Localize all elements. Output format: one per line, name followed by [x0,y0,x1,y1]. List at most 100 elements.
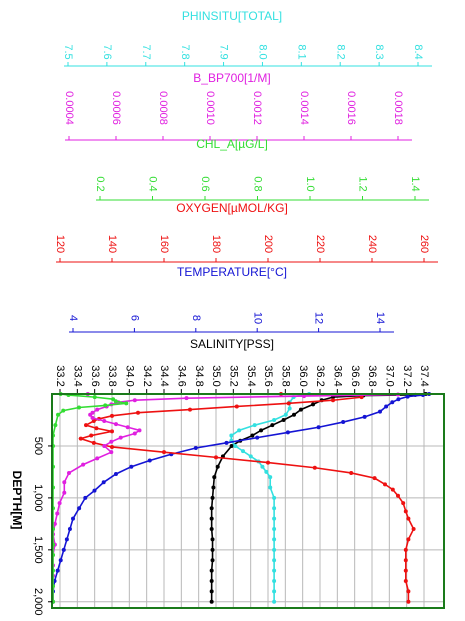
chl-data-point [53,423,58,428]
oxygen-data-point [359,395,364,400]
phinsitu-data-point [272,417,277,422]
temperature-data-point [384,404,389,409]
temperature-data-point [405,394,410,399]
oxygen-data-point [411,527,416,532]
temperature-data-point [224,440,229,445]
bbp700-tick-label: 0.0004 [63,91,75,125]
oxygen-data-point [403,509,408,514]
depth-tick-label: 1,000 [32,484,44,512]
salinity-data-point [210,495,215,500]
oxygen-data-point [396,493,400,498]
phinsitu-tick-label: 7.8 [179,44,191,59]
oxygen-data-point [91,440,96,445]
phinsitu-data-point [237,428,242,433]
bbp700-data-point [52,521,57,526]
bbp700-data-point [109,450,114,455]
chl-tick-label: 0.4 [147,176,159,191]
oxygen-data-point [84,423,88,428]
phinsitu-data-point [268,475,273,480]
temperature-tick-label: 6 [128,315,140,321]
bbp700-data-point [62,480,67,485]
oxygen-data-point [390,487,395,492]
bbp700-data-point [132,398,137,403]
salinity-data-point [298,407,303,412]
oxygen-axis-label: OXYGEN[µMOL/KG] [176,201,288,215]
salinity-tick-label: 35.8 [279,365,291,386]
chl-data-point [92,395,97,400]
temperature-data-point [147,458,152,463]
salinity-tick-label: 36.8 [366,365,378,386]
bbp700-data-point [88,412,93,417]
phinsitu-data-point [272,547,277,552]
salinity-axis-label: SALINITY[PSS] [190,337,274,351]
salinity-tick-label: 36.4 [331,365,343,386]
oxygen-data-point [234,404,239,409]
bbp700-tick-label: 0.0008 [157,91,169,125]
salinity-data-point [209,527,214,532]
temperature-data-point [64,537,69,542]
salinity-data-point [259,428,264,433]
oxygen-data-point [403,568,408,573]
oxygen-data-point [406,516,411,521]
phinsitu-data-point [287,406,292,411]
bbp700-data-point [118,435,123,440]
salinity-tick-label: 33.6 [89,365,101,386]
bbp700-data-point [67,470,71,475]
oxygen-data-point [94,426,99,431]
oxygen-tick-label: 260 [418,235,430,253]
temperature-axis-label: TEMPERATURE[°C] [177,265,287,279]
oxygen-tick-label: 140 [106,235,118,253]
depth-tick-label: 2,000 [32,588,44,616]
depth-tick-label: 500 [32,437,44,455]
temperature-data-point [58,558,63,563]
plot-frame [51,393,445,609]
phinsitu-data-point [272,537,277,542]
temperature-data-point [77,506,82,511]
salinity-tick-label: 33.4 [71,365,83,386]
oxygen-tick-label: 160 [158,235,170,253]
bbp700-data-point [55,511,60,516]
phinsitu-data-point [260,464,265,469]
phinsitu-tick-label: 8.2 [334,44,346,59]
bbp700-data-point [90,415,95,420]
bbp700-data-point [137,428,142,433]
temperature-tick-label: 4 [67,315,79,321]
chl-axis-label: CHL_A[µG/L] [196,137,268,151]
temperature-data-point [378,409,382,414]
phinsitu-tick-label: 8.1 [295,44,307,59]
temperature-data-point [193,446,198,451]
phinsitu-data-point [241,449,245,454]
salinity-data-point [209,568,214,573]
chl-tick-label: 0.6 [199,176,211,191]
bbp700-axis-label: B_BP700[1/M] [193,71,270,85]
salinity-data-point [210,537,215,542]
phinsitu-data-point [272,589,277,594]
temperature-data-point [390,400,395,405]
chl-tick-label: 0.8 [252,176,264,191]
chl-data-point [103,403,108,408]
salinity-tick-label: 35.0 [210,365,222,386]
temperature-tick-label: 10 [251,312,263,324]
phinsitu-tick-label: 7.7 [140,44,152,59]
phinsitu-tick-label: 8.0 [257,44,269,59]
oxygen-data-point [349,470,354,475]
chl-tick-label: 1.2 [357,176,369,191]
oxygen-data-point [406,599,411,604]
phinsitu-tick-label: 8.4 [412,44,424,59]
salinity-tick-label: 37.4 [418,365,430,386]
phinsitu-data-point [283,412,288,417]
salinity-data-point [210,558,215,563]
phinsitu-tick-label: 7.9 [218,44,230,59]
oxygen-data-point [91,419,96,424]
parameter-axes: PHINSITU[TOTAL] 7.5 7.6 7.7 7.8 7.9 8.0 8.1 8.2 8… [54,9,438,393]
chl-data-point [77,405,81,410]
bbp700-data-point [102,443,107,448]
temperature-tick-label: 8 [190,315,202,321]
phinsitu-tick-label: 7.6 [101,44,113,59]
bbp700-data-point [102,419,107,424]
oxygen-tick-label: 120 [54,235,66,253]
salinity-tick-label: 34.0 [123,365,135,386]
temperature-data-point [101,480,106,485]
temperature-data-point [396,397,401,402]
